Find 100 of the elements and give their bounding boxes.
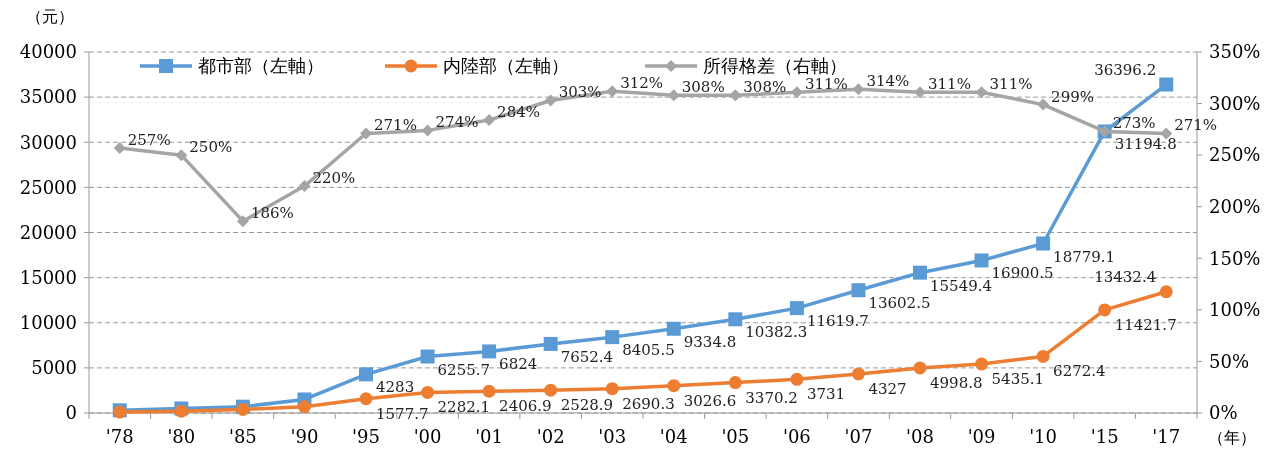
data-label: 3731	[806, 385, 846, 404]
y-tick-label: 35000	[19, 86, 77, 108]
x-tick-label: '85	[228, 426, 257, 447]
data-label: 274%	[435, 113, 479, 132]
y2-tick-label: 150%	[1209, 247, 1261, 269]
point	[175, 149, 188, 162]
point	[605, 382, 619, 396]
y2-tick-label: 350%	[1209, 41, 1261, 63]
data-label: 3370.2	[745, 388, 798, 407]
point	[544, 94, 557, 107]
y-tick-label: 0	[65, 402, 77, 424]
y-tick-label: 15000	[19, 266, 77, 288]
x-tick-label: '90	[290, 426, 319, 447]
point	[605, 330, 620, 345]
point	[974, 253, 989, 268]
data-label: 10382.3	[745, 323, 808, 342]
point	[975, 357, 989, 371]
data-label: 13432.4	[1094, 267, 1157, 286]
data-label: 303%	[558, 83, 602, 102]
data-label: 5435.1	[991, 369, 1045, 388]
y2-tick-label: 250%	[1209, 144, 1261, 166]
y-tick-label: 40000	[19, 41, 77, 63]
data-label: 3026.6	[683, 391, 737, 410]
x-tick-label: '04	[659, 426, 688, 447]
legend-label: 所得格差（右軸）	[703, 55, 847, 77]
x-tick-label: '07	[844, 426, 873, 447]
data-label: 6272.4	[1053, 362, 1106, 381]
point	[1036, 349, 1050, 363]
data-label: 311%	[804, 75, 848, 94]
data-label: 257%	[127, 130, 171, 149]
point	[544, 383, 558, 397]
x-tick-label: '15	[1090, 426, 1119, 447]
point	[360, 127, 372, 140]
y-tick-label: 30000	[19, 131, 77, 153]
point	[482, 344, 497, 359]
data-label: 311%	[928, 75, 971, 94]
y-tick-label: 5000	[31, 357, 77, 379]
x-tick-label: '10	[1029, 426, 1058, 447]
point	[113, 141, 126, 154]
legend-label: 内陸部（左軸）	[443, 55, 569, 77]
point	[851, 367, 865, 381]
data-label: 8405.5	[622, 341, 675, 360]
data-label: 4283	[376, 378, 415, 397]
data-label: 186%	[250, 204, 294, 223]
x-tick-label: '08	[906, 426, 934, 447]
data-label: 312%	[620, 74, 664, 93]
data-label: 284%	[497, 103, 540, 122]
point	[913, 361, 927, 375]
x-axis-title: （年）	[1208, 428, 1256, 447]
data-label: 9334.8	[683, 332, 737, 351]
y2-tick-label: 50%	[1209, 350, 1250, 372]
data-label: 4327	[868, 379, 907, 398]
point	[1037, 98, 1050, 111]
y2-tick-label: 200%	[1209, 196, 1261, 218]
point	[728, 312, 743, 327]
data-label: 11421.7	[1114, 315, 1177, 334]
data-label: 16900.5	[991, 264, 1054, 283]
x-tick-label: '06	[782, 426, 811, 447]
y-axis-title: （元）	[26, 7, 74, 26]
x-tick-label: '09	[967, 426, 996, 447]
x-tick-label: '01	[475, 426, 504, 447]
x-tick-label: '78	[105, 426, 134, 447]
data-label: 2282.1	[437, 398, 491, 417]
data-label: 6824	[499, 355, 538, 374]
point	[543, 336, 558, 351]
data-label: 7652.4	[560, 347, 614, 366]
data-label: 15549.4	[930, 276, 993, 295]
data-label: 308%	[681, 78, 725, 97]
data-label: 271%	[374, 116, 417, 135]
point	[482, 384, 496, 398]
data-label: 36396.2	[1094, 60, 1157, 79]
point	[421, 385, 435, 399]
y-tick-label: 10000	[19, 312, 77, 334]
point	[914, 86, 926, 99]
data-label: 13602.5	[868, 294, 931, 313]
data-label: 2528.9	[560, 396, 614, 415]
data-label: 250%	[189, 138, 233, 157]
x-tick-label: '00	[413, 426, 442, 447]
data-label: 311%	[989, 75, 1033, 94]
point	[298, 180, 311, 193]
data-label: 220%	[312, 169, 356, 188]
point	[790, 372, 804, 386]
data-label: 271%	[1174, 116, 1218, 135]
legend-label: 都市部（左軸）	[198, 55, 324, 77]
x-tick-label: '80	[167, 426, 196, 447]
point	[1159, 77, 1174, 92]
point	[483, 114, 496, 127]
point	[851, 283, 866, 298]
data-label: 1577.7	[376, 404, 429, 423]
y2-tick-label: 100%	[1209, 299, 1261, 321]
data-label: 31194.8	[1114, 135, 1177, 154]
y-tick-label: 20000	[19, 221, 77, 243]
point	[297, 400, 311, 414]
data-label: 299%	[1051, 87, 1094, 106]
point	[359, 367, 373, 382]
point	[1098, 303, 1112, 317]
point	[1159, 285, 1173, 299]
data-label: 314%	[866, 72, 910, 91]
y-tick-label: 25000	[19, 176, 77, 198]
data-label: 18779.1	[1053, 247, 1116, 266]
